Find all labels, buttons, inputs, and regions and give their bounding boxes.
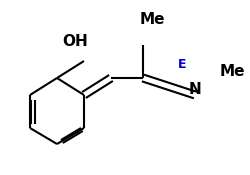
Text: N: N [188,82,200,97]
Text: Me: Me [218,65,244,79]
Text: OH: OH [62,34,88,50]
Text: E: E [177,58,186,72]
Text: Me: Me [139,12,164,27]
